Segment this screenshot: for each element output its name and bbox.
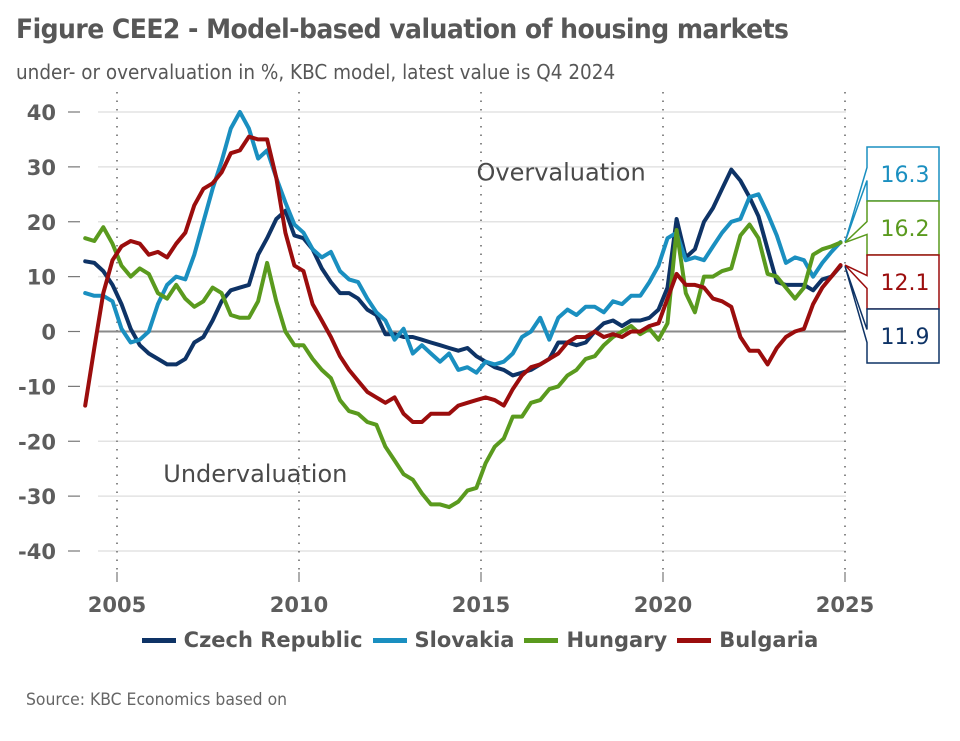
y-tick-label: -30 bbox=[18, 485, 56, 509]
y-tick-label: 40 bbox=[27, 101, 56, 125]
series-line-bulgaria bbox=[83, 134, 843, 424]
callout-slovakia: 16.3 bbox=[844, 146, 940, 243]
chart-subtitle: under- or overvaluation in %, KBC model,… bbox=[16, 60, 616, 84]
legend-label: Czech Republic bbox=[183, 628, 363, 652]
series-lines bbox=[83, 110, 843, 510]
y-tick-label: 10 bbox=[27, 266, 56, 290]
series-line-hungary bbox=[83, 222, 843, 510]
legend-item-czech-republic[interactable]: Czech Republic bbox=[141, 628, 363, 652]
source-note: Source: KBC Economics based on bbox=[26, 690, 288, 710]
legend-label: Bulgaria bbox=[719, 628, 819, 652]
legend: Czech Republic Slovakia Hungary Bulgaria bbox=[0, 628, 960, 652]
callout-value: 12.1 bbox=[881, 271, 930, 296]
legend-swatch bbox=[141, 637, 176, 643]
y-axis: 40 30 20 10 0 -10 -20 -30 -40 bbox=[18, 101, 80, 564]
y-tick-label: -20 bbox=[18, 430, 56, 454]
y-tick-label: -10 bbox=[18, 375, 56, 399]
callout-hungary: 16.2 bbox=[844, 200, 940, 256]
callout-value: 16.2 bbox=[881, 217, 930, 242]
x-tick-label: 2015 bbox=[452, 593, 510, 617]
legend-item-hungary[interactable]: Hungary bbox=[524, 628, 667, 652]
legend-swatch bbox=[372, 637, 407, 643]
x-tick-label: 2025 bbox=[816, 593, 874, 617]
legend-swatch bbox=[524, 637, 559, 643]
legend-item-bulgaria[interactable]: Bulgaria bbox=[677, 628, 818, 652]
legend-swatch bbox=[677, 637, 712, 643]
x-tick-label: 2010 bbox=[270, 593, 328, 617]
legend-label: Slovakia bbox=[414, 628, 515, 652]
callout-value: 11.9 bbox=[881, 325, 930, 350]
callout-box bbox=[844, 146, 940, 243]
y-tick-label: 30 bbox=[27, 156, 56, 180]
callout-box bbox=[844, 254, 940, 310]
callout-bulgaria: 12.1 bbox=[844, 254, 940, 310]
series-line-slovakia bbox=[83, 110, 843, 375]
x-tick-label: 2020 bbox=[634, 593, 692, 617]
annotation-undervaluation: Undervaluation bbox=[163, 460, 347, 488]
callout-value: 16.3 bbox=[881, 163, 930, 188]
last-value-callouts: 16.3 16.2 12.1 11.9 bbox=[844, 146, 940, 364]
x-tick-label: 2005 bbox=[88, 593, 146, 617]
callout-box bbox=[844, 265, 940, 364]
grid bbox=[98, 92, 846, 570]
chart-title: Figure CEE2 - Model-based valuation of h… bbox=[16, 14, 789, 45]
annotation-overvaluation: Overvaluation bbox=[476, 158, 645, 186]
legend-label: Hungary bbox=[566, 628, 668, 652]
callout-czech-republic: 11.9 bbox=[844, 265, 940, 364]
x-axis: 2005 2010 2015 2020 2025 bbox=[88, 572, 874, 617]
callout-box bbox=[844, 200, 940, 256]
series-line-czech-republic bbox=[83, 167, 843, 378]
legend-item-slovakia[interactable]: Slovakia bbox=[372, 628, 515, 652]
y-tick-label: 0 bbox=[41, 321, 56, 345]
y-tick-label: -40 bbox=[18, 540, 56, 564]
y-tick-label: 20 bbox=[27, 211, 56, 235]
